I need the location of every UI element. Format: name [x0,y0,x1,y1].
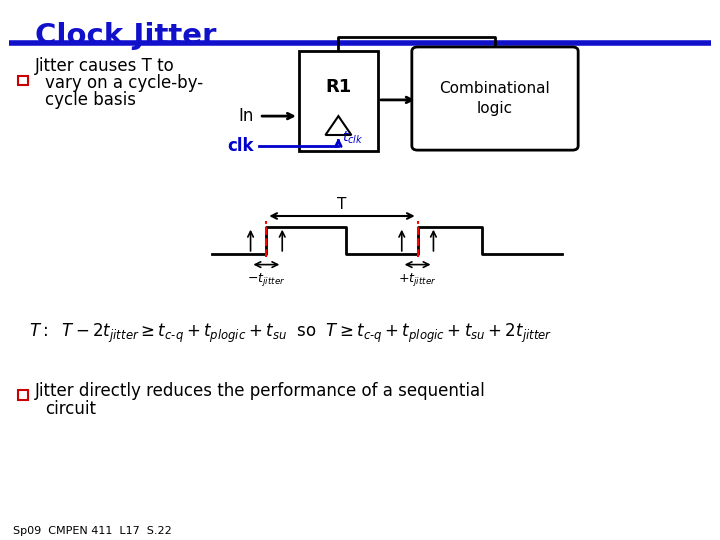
FancyBboxPatch shape [412,47,578,150]
Text: Jitter causes T to: Jitter causes T to [35,57,174,75]
Text: $T:$  $T - 2t_{jitter} \geq t_{c\text{-}q} + t_{plogic} + t_{su}$  so  $T \geq t: $T:$ $T - 2t_{jitter} \geq t_{c\text{-}q… [29,322,552,345]
Text: Sp09  CMPEN 411  L17  S.22: Sp09 CMPEN 411 L17 S.22 [13,526,171,537]
Text: circuit: circuit [45,400,96,417]
Text: Combinational
logic: Combinational logic [440,81,550,116]
Text: In: In [239,107,254,125]
Text: cycle basis: cycle basis [45,91,136,109]
Text: $-t_{jitter}$: $-t_{jitter}$ [247,271,286,288]
Text: $t_{clk}$: $t_{clk}$ [342,130,364,146]
Bar [18,390,28,400]
Text: R1: R1 [325,78,351,96]
Text: Jitter directly reduces the performance of a sequential: Jitter directly reduces the performance … [35,382,485,400]
Text: $+t_{jitter}$: $+t_{jitter}$ [398,271,437,288]
Text: Clock Jitter: Clock Jitter [35,22,216,50]
Text: T: T [337,197,347,212]
Bar [18,76,28,85]
FancyBboxPatch shape [299,51,378,151]
Text: clk: clk [228,137,254,155]
Text: vary on a cycle-by-: vary on a cycle-by- [45,74,204,92]
